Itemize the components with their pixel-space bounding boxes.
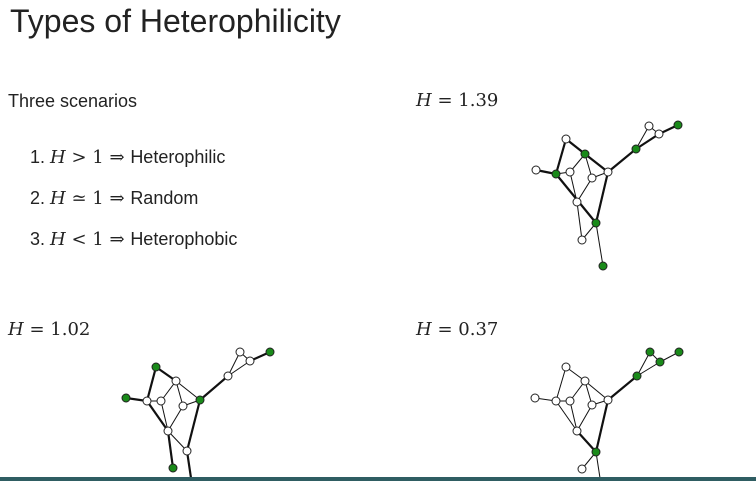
scenario-label: Heterophilic [130,147,226,167]
intro-text: Three scenarios [8,91,138,111]
scenario-item: 1. H > 1 ⇒ Heterophilic [30,146,237,187]
scenario-condition: H < 1 ⇒ [50,229,125,250]
bottom-bar [0,477,756,481]
page-title: Types of Heterophilicity [10,3,341,39]
scenario-condition: H > 1 ⇒ [50,147,125,168]
graph-label-h-1-02: H = 1.02 [8,319,91,340]
scenario-item: 3. H < 1 ⇒ Heterophobic [30,228,237,269]
scenario-condition: H ≃ 1 ⇒ [50,188,125,209]
scenario-label: Random [130,188,199,208]
scenario-number: 1. [30,147,46,167]
scenario-number: 3. [30,229,46,249]
graph-label-h-1-39: H = 1.39 [416,90,499,111]
graph-label-h-0-37: H = 0.37 [416,319,499,340]
scenario-label: Heterophobic [130,229,238,249]
scenario-number: 2. [30,188,46,208]
scenario-item: 2. H ≃ 1 ⇒ Random [30,187,237,228]
scenario-list: 1. H > 1 ⇒ Heterophilic 2. H ≃ 1 ⇒ Rando… [30,146,237,269]
